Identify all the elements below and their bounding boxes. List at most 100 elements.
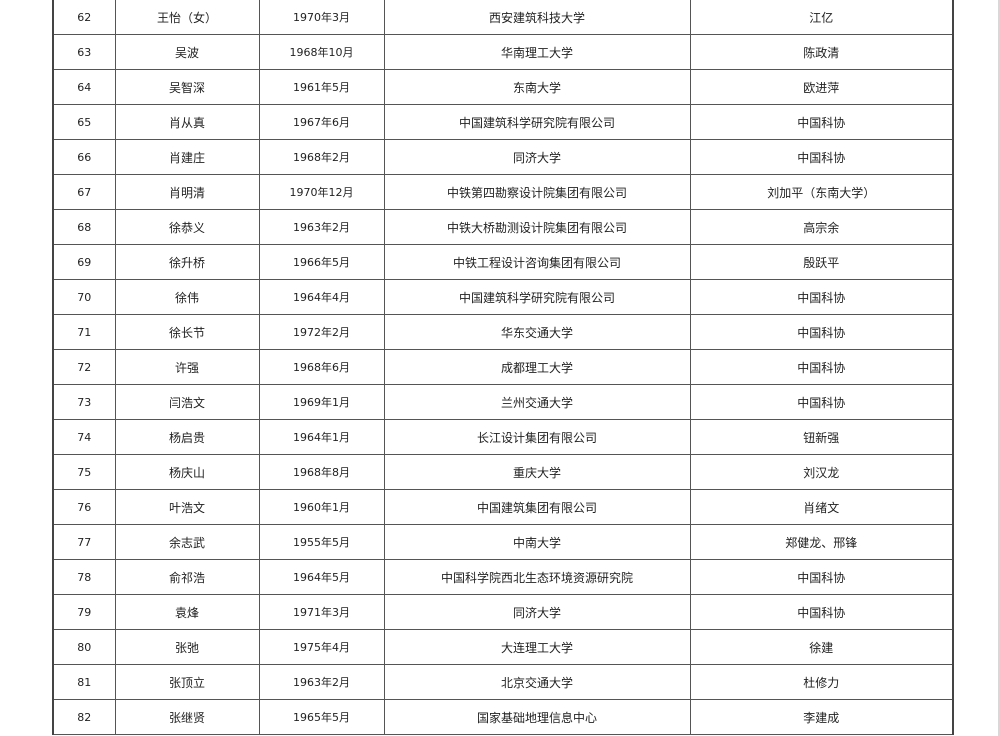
candidate-name-cell: 徐伟 [114,279,260,315]
candidate-name-cell: 张顶立 [114,664,260,700]
row-number-cell: 72 [52,349,116,385]
row-number-cell: 80 [52,629,116,665]
organization-cell: 重庆大学 [383,454,691,490]
organization-cell: 长江设计集团有限公司 [383,419,691,455]
table-row: 72 许强 1968年6月 成都理工大学 中国科协 [52,349,954,385]
row-number-cell: 81 [52,664,116,700]
birth-date-cell: 1963年2月 [258,664,385,700]
organization-cell: 兰州交通大学 [383,384,691,420]
candidate-name-cell: 徐长节 [114,314,260,350]
nominator-cell: 中国科协 [689,139,954,175]
table-row: 80 张弛 1975年4月 大连理工大学 徐建 [52,629,954,665]
row-number-cell: 67 [52,174,116,210]
candidate-name-cell: 吴智深 [114,69,260,105]
organization-cell: 同济大学 [383,594,691,630]
birth-date-cell: 1968年6月 [258,349,385,385]
organization-cell: 北京交通大学 [383,664,691,700]
candidate-name-cell: 张继贤 [114,699,260,735]
nominator-cell: 李建成 [689,699,954,735]
birth-date-cell: 1969年1月 [258,384,385,420]
table-row: 65 肖从真 1967年6月 中国建筑科学研究院有限公司 中国科协 [52,104,954,140]
table-row: 69 徐升桥 1966年5月 中铁工程设计咨询集团有限公司 殷跃平 [52,244,954,280]
birth-date-cell: 1960年1月 [258,489,385,525]
nominator-cell: 中国科协 [689,384,954,420]
row-number-cell: 75 [52,454,116,490]
birth-date-cell: 1964年5月 [258,559,385,595]
birth-date-cell: 1968年2月 [258,139,385,175]
nominator-cell: 中国科协 [689,594,954,630]
organization-cell: 国家基础地理信息中心 [383,699,691,735]
nominator-cell: 肖绪文 [689,489,954,525]
organization-cell: 中国建筑科学研究院有限公司 [383,279,691,315]
nominator-cell: 郑健龙、邢锋 [689,524,954,560]
page-edge [998,0,1000,736]
table-row: 64 吴智深 1961年5月 东南大学 欧进萍 [52,69,954,105]
birth-date-cell: 1966年5月 [258,244,385,280]
table-row: 71 徐长节 1972年2月 华东交通大学 中国科协 [52,314,954,350]
table-row: 74 杨启贵 1964年1月 长江设计集团有限公司 钮新强 [52,419,954,455]
table-row: 63 吴波 1968年10月 华南理工大学 陈政清 [52,34,954,70]
organization-cell: 成都理工大学 [383,349,691,385]
nominator-cell: 中国科协 [689,104,954,140]
row-number-cell: 82 [52,699,116,735]
organization-cell: 华东交通大学 [383,314,691,350]
row-number-cell: 71 [52,314,116,350]
birth-date-cell: 1971年3月 [258,594,385,630]
organization-cell: 中国建筑集团有限公司 [383,489,691,525]
nominator-cell: 中国科协 [689,279,954,315]
table-row: 82 张继贤 1965年5月 国家基础地理信息中心 李建成 [52,699,954,735]
row-number-cell: 66 [52,139,116,175]
birth-date-cell: 1961年5月 [258,69,385,105]
table-row: 76 叶浩文 1960年1月 中国建筑集团有限公司 肖绪文 [52,489,954,525]
organization-cell: 中铁大桥勘测设计院集团有限公司 [383,209,691,245]
birth-date-cell: 1967年6月 [258,104,385,140]
table-row: 67 肖明清 1970年12月 中铁第四勘察设计院集团有限公司 刘加平（东南大学） [52,174,954,210]
candidate-name-cell: 闫浩文 [114,384,260,420]
candidate-name-cell: 张弛 [114,629,260,665]
birth-date-cell: 1955年5月 [258,524,385,560]
candidate-name-cell: 袁烽 [114,594,260,630]
candidate-name-cell: 叶浩文 [114,489,260,525]
birth-date-cell: 1970年3月 [258,0,385,35]
table-row: 77 余志武 1955年5月 中南大学 郑健龙、邢锋 [52,524,954,560]
table-row: 70 徐伟 1964年4月 中国建筑科学研究院有限公司 中国科协 [52,279,954,315]
candidate-table: 62 王怡（女） 1970年3月 西安建筑科技大学 江亿 63 吴波 1968年10月 华南理工… [52,0,954,735]
birth-date-cell: 1970年12月 [258,174,385,210]
nominator-cell: 徐建 [689,629,954,665]
nominator-cell: 殷跃平 [689,244,954,280]
candidate-name-cell: 吴波 [114,34,260,70]
row-number-cell: 76 [52,489,116,525]
nominator-cell: 刘汉龙 [689,454,954,490]
nominator-cell: 高宗余 [689,209,954,245]
nominator-cell: 中国科协 [689,559,954,595]
row-number-cell: 74 [52,419,116,455]
table-row: 73 闫浩文 1969年1月 兰州交通大学 中国科协 [52,384,954,420]
candidate-name-cell: 徐恭义 [114,209,260,245]
birth-date-cell: 1965年5月 [258,699,385,735]
row-number-cell: 63 [52,34,116,70]
organization-cell: 中铁第四勘察设计院集团有限公司 [383,174,691,210]
nominator-cell: 中国科协 [689,314,954,350]
nominator-cell: 江亿 [689,0,954,35]
table-row: 68 徐恭义 1963年2月 中铁大桥勘测设计院集团有限公司 高宗余 [52,209,954,245]
row-number-cell: 73 [52,384,116,420]
birth-date-cell: 1963年2月 [258,209,385,245]
table-row: 81 张顶立 1963年2月 北京交通大学 杜修力 [52,664,954,700]
row-number-cell: 62 [52,0,116,35]
row-number-cell: 64 [52,69,116,105]
nominator-cell: 陈政清 [689,34,954,70]
birth-date-cell: 1972年2月 [258,314,385,350]
row-number-cell: 77 [52,524,116,560]
candidate-name-cell: 徐升桥 [114,244,260,280]
table-row: 66 肖建庄 1968年2月 同济大学 中国科协 [52,139,954,175]
row-number-cell: 78 [52,559,116,595]
candidate-name-cell: 肖明清 [114,174,260,210]
row-number-cell: 65 [52,104,116,140]
organization-cell: 同济大学 [383,139,691,175]
birth-date-cell: 1968年10月 [258,34,385,70]
birth-date-cell: 1964年4月 [258,279,385,315]
organization-cell: 中国建筑科学研究院有限公司 [383,104,691,140]
candidate-name-cell: 肖从真 [114,104,260,140]
candidate-name-cell: 肖建庄 [114,139,260,175]
birth-date-cell: 1964年1月 [258,419,385,455]
